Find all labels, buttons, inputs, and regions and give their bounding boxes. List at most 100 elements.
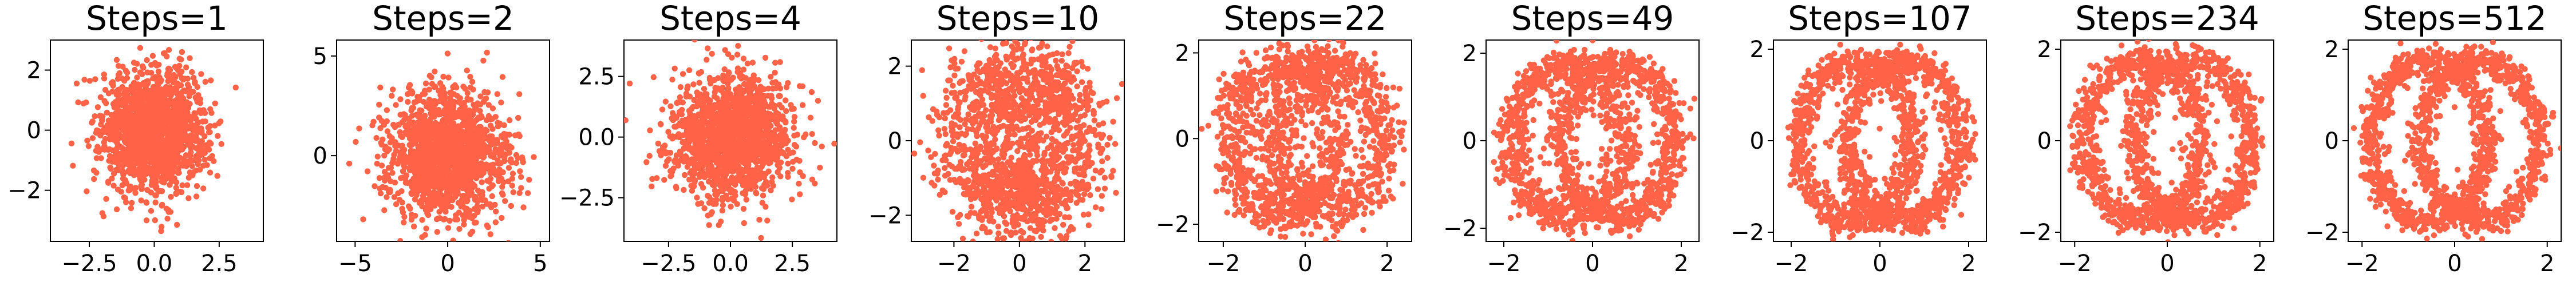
data-point <box>442 193 449 199</box>
data-point <box>177 154 183 161</box>
data-point <box>393 102 399 108</box>
data-point <box>485 102 492 108</box>
data-point <box>409 141 416 148</box>
data-point <box>719 101 726 108</box>
data-point <box>442 106 448 113</box>
data-point <box>200 185 207 192</box>
data-point <box>116 86 123 93</box>
data-point <box>478 113 484 119</box>
data-point <box>716 170 722 177</box>
data-point <box>206 139 213 146</box>
data-point <box>459 136 465 143</box>
data-point <box>432 165 438 172</box>
data-point <box>120 63 126 70</box>
data-point <box>463 184 469 190</box>
data-point <box>195 138 201 144</box>
data-point <box>677 152 684 158</box>
data-point <box>487 176 494 182</box>
data-point <box>484 49 490 56</box>
data-point <box>678 111 685 117</box>
data-point <box>120 162 127 169</box>
data-point <box>467 136 474 142</box>
data-point <box>91 176 97 182</box>
data-point <box>740 66 747 73</box>
data-point <box>140 89 147 95</box>
data-point <box>147 117 153 123</box>
data-point <box>675 122 682 129</box>
data-point <box>165 132 172 139</box>
data-point <box>418 115 424 122</box>
data-point <box>212 100 218 106</box>
data-point <box>493 137 500 144</box>
data-point <box>508 202 514 209</box>
data-point <box>405 98 411 105</box>
axes-frame <box>336 39 550 242</box>
data-point <box>150 76 156 82</box>
data-point <box>943 94 950 101</box>
data-point <box>102 125 108 132</box>
data-point <box>158 111 164 117</box>
data-point <box>440 73 447 80</box>
data-point <box>445 74 452 81</box>
data-point <box>477 108 483 114</box>
data-point <box>128 205 135 212</box>
data-point <box>449 189 456 195</box>
data-point <box>198 71 204 77</box>
data-point <box>159 201 165 208</box>
data-point <box>799 102 806 108</box>
data-point <box>487 122 494 129</box>
data-point <box>791 105 797 112</box>
data-point <box>758 235 764 241</box>
data-point <box>440 216 447 223</box>
data-point <box>745 126 752 133</box>
data-point <box>171 164 177 170</box>
data-point <box>454 216 460 223</box>
data-point <box>384 107 390 113</box>
data-point <box>776 102 783 108</box>
data-point <box>702 112 709 118</box>
data-point <box>513 160 519 166</box>
data-point <box>92 113 98 120</box>
data-point <box>1080 212 1087 218</box>
data-point <box>459 103 465 109</box>
data-point <box>710 155 717 162</box>
data-point <box>437 80 444 86</box>
data-point <box>130 124 136 130</box>
data-point <box>738 130 745 137</box>
data-point <box>738 141 744 148</box>
data-point <box>164 70 171 77</box>
data-point <box>158 224 165 230</box>
data-point <box>384 118 390 125</box>
data-point <box>104 146 111 153</box>
data-point <box>150 84 156 90</box>
data-point <box>649 183 655 190</box>
data-point <box>147 96 153 102</box>
data-point <box>152 217 158 224</box>
data-point <box>84 137 90 144</box>
data-point <box>694 98 701 105</box>
data-point <box>758 172 765 178</box>
data-point <box>736 85 742 92</box>
data-point <box>815 98 821 104</box>
data-point <box>720 77 726 84</box>
data-point <box>764 182 771 189</box>
data-point <box>186 93 192 100</box>
data-point <box>133 160 140 166</box>
data-point <box>720 85 726 91</box>
data-point <box>743 147 750 154</box>
data-point <box>183 64 189 70</box>
data-point <box>127 132 133 138</box>
data-point <box>392 143 398 149</box>
data-point <box>695 201 701 207</box>
data-point <box>187 135 194 141</box>
data-point <box>155 86 161 93</box>
x-tick-label: 2.5 <box>774 251 811 277</box>
data-point <box>97 132 104 138</box>
data-point <box>478 149 485 155</box>
data-point <box>706 74 713 81</box>
data-point <box>202 157 208 163</box>
data-point <box>480 57 487 64</box>
data-point <box>387 140 394 146</box>
data-point <box>716 178 722 185</box>
data-point <box>175 110 181 117</box>
